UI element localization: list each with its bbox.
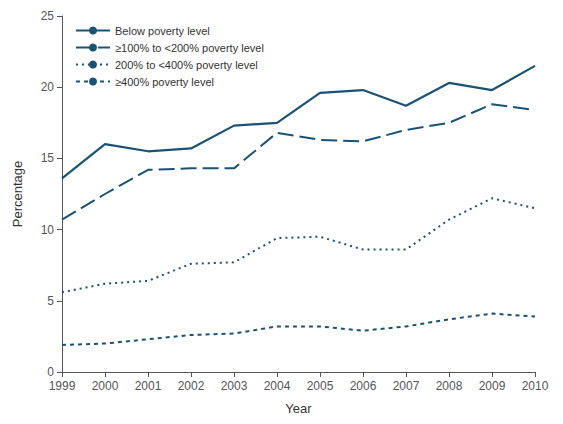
svg-text:5: 5 <box>47 294 54 308</box>
svg-text:Below poverty level: Below poverty level <box>115 25 210 37</box>
svg-text:≥100% to <200% poverty level: ≥100% to <200% poverty level <box>115 42 264 54</box>
svg-text:2004: 2004 <box>264 379 291 393</box>
svg-text:2009: 2009 <box>479 379 506 393</box>
svg-text:2006: 2006 <box>350 379 377 393</box>
svg-text:2002: 2002 <box>178 379 205 393</box>
svg-text:Year: Year <box>285 401 312 416</box>
svg-text:15: 15 <box>41 151 55 165</box>
svg-text:2005: 2005 <box>307 379 334 393</box>
svg-text:2003: 2003 <box>221 379 248 393</box>
svg-text:1999: 1999 <box>49 379 76 393</box>
svg-text:2001: 2001 <box>135 379 162 393</box>
svg-text:2000: 2000 <box>92 379 119 393</box>
svg-text:Percentage: Percentage <box>10 161 25 228</box>
svg-text:10: 10 <box>41 223 55 237</box>
svg-text:≥400% poverty level: ≥400% poverty level <box>115 76 214 88</box>
svg-text:2010: 2010 <box>522 379 549 393</box>
svg-text:2007: 2007 <box>393 379 420 393</box>
svg-text:25: 25 <box>41 9 55 23</box>
svg-text:2008: 2008 <box>436 379 463 393</box>
svg-text:0: 0 <box>47 365 54 379</box>
svg-text:200% to <400% poverty level: 200% to <400% poverty level <box>115 59 258 71</box>
svg-text:20: 20 <box>41 80 55 94</box>
